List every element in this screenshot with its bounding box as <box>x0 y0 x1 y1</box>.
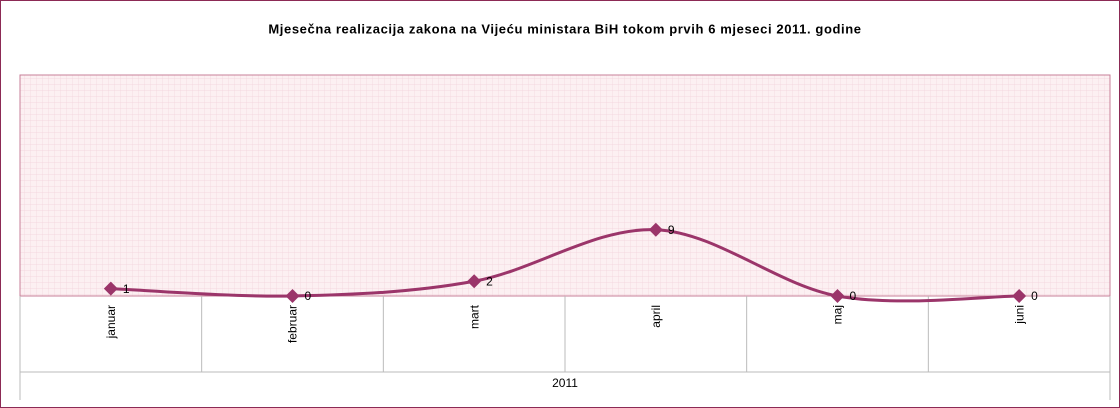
marker <box>1012 289 1027 303</box>
x-tick-label: maj <box>831 305 845 324</box>
data-label: 2 <box>486 274 493 288</box>
x-tick-label: juni <box>1012 305 1026 325</box>
x-tick-label: januar <box>104 305 118 339</box>
x-tick-label: mart <box>467 304 481 329</box>
chart-title: Mjesečna realizacija zakona na Vijeću mi… <box>268 21 861 36</box>
marker <box>467 274 482 289</box>
marker <box>103 281 118 296</box>
data-label: 0 <box>1031 289 1038 303</box>
marker <box>285 289 300 303</box>
group-label: 2011 <box>552 376 578 390</box>
x-tick-label: april <box>649 305 663 328</box>
data-label: 9 <box>668 223 675 237</box>
marker <box>830 289 845 303</box>
data-label: 1 <box>123 282 130 296</box>
line <box>110 228 1020 303</box>
marker <box>648 222 663 237</box>
data-label: 0 <box>850 289 857 303</box>
x-tick-label: februar <box>286 305 300 343</box>
plot-area <box>19 74 1111 297</box>
data-label: 0 <box>305 289 312 303</box>
